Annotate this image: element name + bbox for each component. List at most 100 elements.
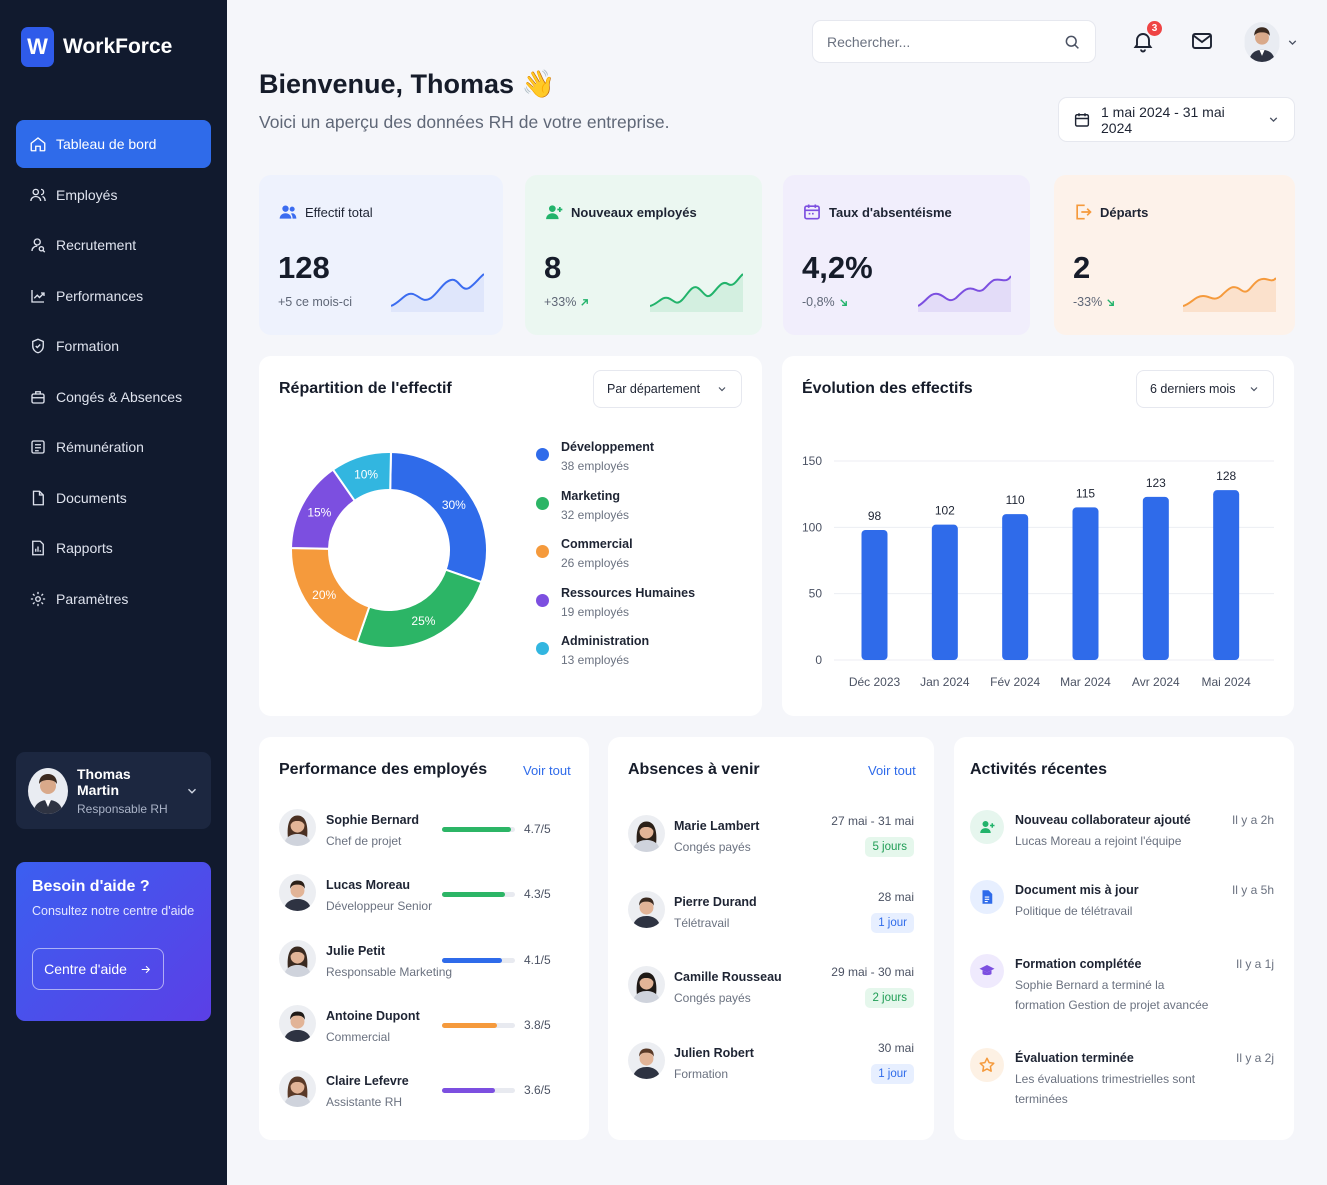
sidebar-item-label: Recrutement: [56, 237, 137, 253]
employee-performance-card: Performance des employés Voir tout Sophi…: [259, 737, 589, 1140]
profile-menu[interactable]: [1244, 21, 1306, 63]
stat-value: 128: [278, 250, 330, 285]
bar[interactable]: [1213, 490, 1240, 660]
stat-header: Effectif total: [278, 202, 373, 222]
performance-bar: [442, 827, 515, 832]
wallet-icon: [31, 440, 45, 454]
stat-card-absenteeism[interactable]: Taux d'absentéisme 4,2% -0,8%: [783, 175, 1030, 335]
select-value: Par département: [607, 382, 701, 396]
sidebar-item-settings[interactable]: Paramètres: [16, 575, 211, 623]
donut-slice-label: 25%: [411, 614, 435, 628]
user-role: Responsable RH: [77, 801, 168, 816]
absence-dates: 30 mai: [877, 1041, 914, 1056]
page-subtitle: Voici un aperçu des données RH de votre …: [259, 112, 670, 132]
sparkline: [1183, 277, 1276, 312]
date-range-picker[interactable]: 1 mai 2024 - 31 mai 2024: [1058, 97, 1295, 142]
headcount-evolution-card: Évolution des effectifs 6 derniers mois …: [782, 356, 1294, 716]
performance-score: 4.1/5: [524, 952, 551, 967]
employee-name: Julie Petit: [326, 943, 386, 958]
bar[interactable]: [861, 529, 888, 660]
search-bar[interactable]: [812, 20, 1096, 63]
search-icon[interactable]: [1063, 33, 1081, 51]
avatar: [279, 874, 316, 912]
y-tick-label: 150: [802, 454, 822, 468]
calendar-icon: [1074, 112, 1090, 127]
date-range-label: 1 mai 2024 - 31 mai 2024: [1101, 103, 1225, 136]
bar[interactable]: [931, 524, 958, 660]
avatar: [1244, 22, 1280, 62]
absence-type: Formation: [674, 1067, 729, 1082]
sparkline: [918, 275, 1011, 312]
activity-icon-wrap: [970, 954, 1004, 988]
bar[interactable]: [1002, 514, 1029, 660]
performance-bar-fill: [442, 1088, 495, 1094]
bar-chart: 0 50 100 150 98 Déc 2023 102 Jan 2024 110 Fév 202…: [802, 454, 1274, 689]
legend-item: Ressources Humaines 19 employés: [536, 586, 695, 635]
avatar: [628, 890, 665, 928]
duration-badge: 1 jour: [871, 1064, 914, 1085]
sidebar-item-reports[interactable]: Rapports: [16, 524, 211, 572]
stat-value: 8: [544, 250, 562, 285]
sidebar-item-leave[interactable]: Congés & Absences: [16, 373, 211, 421]
chart-icon: [31, 289, 45, 303]
absence-dates: 28 mai: [877, 889, 914, 904]
sidebar-item-documents[interactable]: Documents: [16, 474, 211, 522]
performance-bar: [442, 1088, 515, 1094]
user-profile-card[interactable]: Thomas Martin Responsable RH: [16, 752, 211, 829]
sidebar-item-employees[interactable]: Employés: [16, 171, 211, 219]
chevron-down-icon[interactable]: [185, 784, 199, 798]
stat-label: Effectif total: [305, 204, 373, 220]
activity-description: Lucas Moreau a rejoint l'équipe: [1015, 834, 1182, 848]
y-tick-label: 0: [815, 653, 822, 667]
sidebar-item-performances[interactable]: Performances: [16, 272, 211, 320]
bar[interactable]: [1142, 496, 1169, 660]
see-all-link[interactable]: Voir tout: [868, 763, 916, 778]
logout-icon: [1076, 204, 1092, 220]
stat-card-headcount[interactable]: Effectif total 128 +5 ce mois-ci: [259, 175, 503, 335]
donut-slice[interactable]: [389, 450, 488, 584]
employee-role: Développeur Senior: [326, 899, 433, 914]
help-center-button[interactable]: Centre d'aide: [32, 948, 164, 990]
stat-card-new-hires[interactable]: Nouveaux employés 8 +33%: [525, 175, 762, 335]
sidebar-item-dashboard[interactable]: Tableau de bord: [16, 120, 211, 168]
department-filter-select[interactable]: Par département: [593, 370, 742, 408]
stat-header: Départs: [1073, 202, 1148, 222]
stat-delta-text: +33%: [544, 295, 577, 309]
activity-icon-wrap: [970, 1048, 1004, 1082]
activity-icon-wrap: [970, 880, 1004, 914]
activity-icon-wrap: [970, 810, 1004, 844]
sidebar-item-recruitment[interactable]: Recrutement: [16, 221, 211, 269]
see-all-link[interactable]: Voir tout: [523, 763, 571, 778]
legend-dot: [536, 545, 549, 558]
search-input[interactable]: [827, 33, 1047, 50]
stat-card-departures[interactable]: Départs 2 -33%: [1054, 175, 1295, 335]
legend-name: Marketing: [561, 488, 621, 503]
donut-slice[interactable]: [355, 568, 483, 649]
employee-name: Marie Lambert: [674, 819, 760, 833]
duration-badge: 1 jour: [871, 912, 914, 933]
trend-up-icon: [581, 298, 589, 306]
stat-label: Nouveaux employés: [571, 204, 697, 220]
sparkline: [650, 273, 743, 312]
sidebar-item-training[interactable]: Formation: [16, 322, 211, 370]
mail-icon: [1192, 33, 1212, 49]
x-tick-label: Mar 2024: [1060, 675, 1111, 689]
document-icon: [982, 890, 993, 904]
donut-slice[interactable]: [331, 451, 392, 503]
stat-label: Taux d'absentéisme: [829, 204, 952, 220]
user-plus-icon: [980, 821, 995, 833]
stat-header: Taux d'absentéisme: [802, 202, 952, 222]
messages-button[interactable]: [1187, 26, 1217, 56]
brand-logo[interactable]: W WorkForce: [21, 27, 172, 67]
period-filter-select[interactable]: 6 derniers mois: [1136, 370, 1274, 408]
employee-role: Chef de projet: [326, 834, 402, 848]
bar[interactable]: [1072, 507, 1099, 660]
performance-bar-fill: [442, 892, 505, 898]
avatar: [28, 767, 68, 814]
user-search-icon: [31, 238, 46, 253]
notifications-button[interactable]: [1128, 26, 1158, 56]
y-tick-label: 50: [809, 587, 823, 601]
sidebar-item-compensation[interactable]: Rémunération: [16, 423, 211, 471]
calendar-icon: [804, 204, 820, 220]
chevron-down-icon: [718, 387, 726, 392]
